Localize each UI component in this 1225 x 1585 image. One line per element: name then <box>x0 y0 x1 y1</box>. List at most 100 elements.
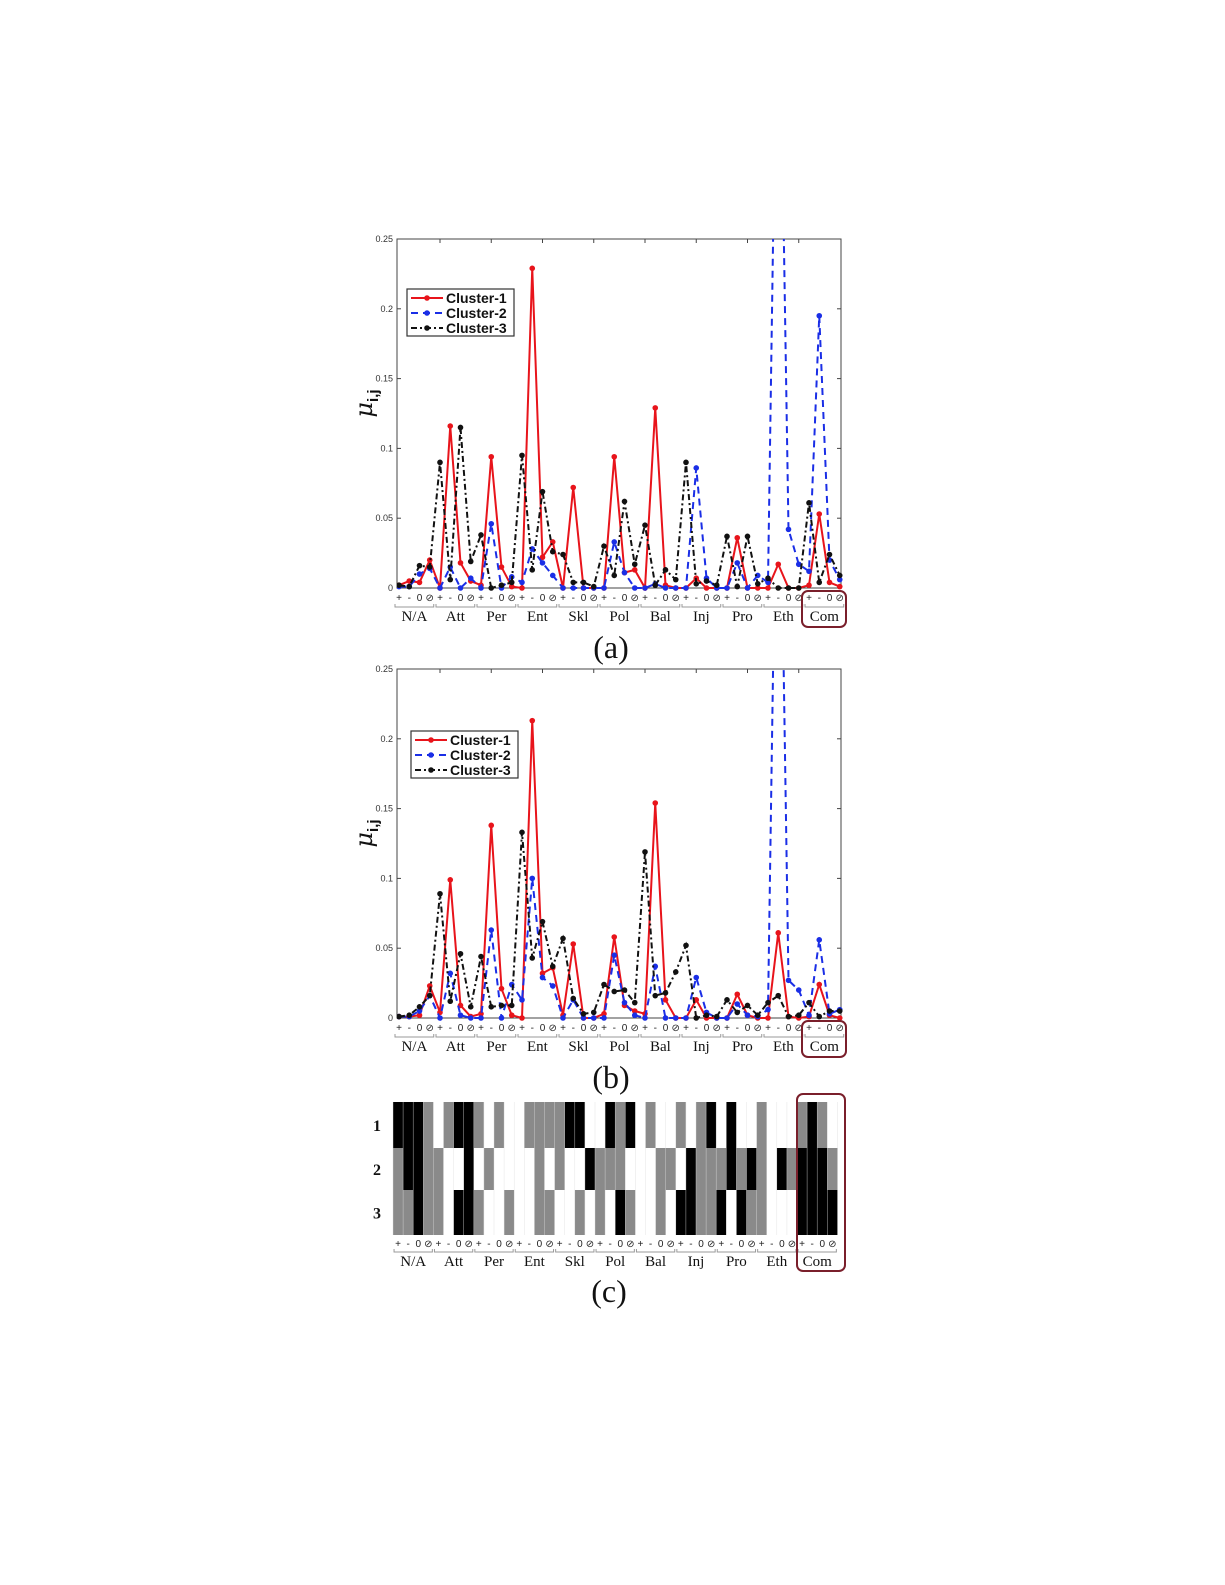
heatmap-cell <box>423 1148 434 1190</box>
group-label: Per <box>486 609 506 625</box>
data-point <box>580 579 587 586</box>
x-tick-symbol: + <box>436 1239 442 1250</box>
heatmap-cell <box>483 1148 495 1190</box>
x-tick-symbol: ⊘ <box>590 593 598 604</box>
data-point <box>467 1004 474 1010</box>
heatmap-cell <box>473 1148 485 1190</box>
heatmap-cell <box>494 1190 505 1235</box>
data-point <box>447 970 454 977</box>
heatmap-cell <box>544 1102 555 1148</box>
data-point <box>631 585 638 591</box>
data-point <box>662 585 669 591</box>
data-point <box>488 585 495 591</box>
heatmap-cell <box>817 1102 828 1148</box>
data-point <box>642 522 648 528</box>
data-point <box>529 875 536 882</box>
x-tick-symbol: - <box>568 1239 571 1250</box>
x-tick-symbol: - <box>810 1239 813 1250</box>
data-point <box>621 569 628 576</box>
data-point <box>631 1008 638 1014</box>
data-point <box>693 465 700 471</box>
x-tick-symbol: - <box>654 593 657 604</box>
heatmap-cell <box>827 1102 838 1148</box>
heatmap-cell <box>463 1148 475 1190</box>
data-point <box>570 579 577 586</box>
heatmap-cell <box>786 1102 798 1148</box>
x-tick-symbol: 0 <box>499 593 505 604</box>
heatmap-cell <box>635 1190 646 1235</box>
heatmap-cell <box>413 1148 424 1190</box>
heatmap-cell <box>534 1190 545 1235</box>
data-point <box>703 1012 710 1019</box>
data-point <box>560 935 566 942</box>
group-bracket <box>635 1249 676 1253</box>
legend-marker <box>428 737 434 743</box>
heatmap-cell <box>696 1102 707 1148</box>
heatmap-cell <box>625 1148 636 1190</box>
data-point <box>590 1015 597 1021</box>
group-label: Pol <box>609 1039 629 1055</box>
x-tick-symbol: 0 <box>458 1023 464 1034</box>
heatmap-cell <box>453 1148 464 1190</box>
data-point <box>457 1012 464 1019</box>
data-point <box>437 1015 443 1021</box>
data-point <box>662 990 669 996</box>
heatmap-cell <box>665 1148 677 1190</box>
legend-item: Cluster-3 <box>415 762 511 778</box>
heatmap-cell <box>756 1148 767 1190</box>
heatmap-cell <box>665 1102 677 1148</box>
heatmap-cell <box>443 1102 454 1148</box>
x-tick-symbol: 0 <box>658 1239 664 1250</box>
group-label: Att <box>444 1254 464 1270</box>
heatmap-cell <box>595 1148 606 1190</box>
heatmap-cell <box>807 1190 818 1235</box>
data-point <box>672 585 679 591</box>
x-tick-symbol: + <box>395 1239 401 1250</box>
x-tick-symbol: - <box>449 1023 452 1034</box>
data-point <box>426 564 433 570</box>
heatmap-cell <box>726 1190 737 1235</box>
y-tick-label: 0.15 <box>375 374 393 384</box>
data-point <box>652 800 659 806</box>
data-point <box>416 579 423 586</box>
data-point <box>539 560 546 566</box>
group-label: Eth <box>773 1039 794 1055</box>
data-point <box>806 500 812 506</box>
group-bracket <box>474 1249 514 1253</box>
heatmap-cell <box>595 1102 606 1148</box>
y-tick-label: 0.1 <box>380 443 393 453</box>
x-tick-symbol: 0 <box>617 1239 623 1250</box>
data-point <box>631 561 638 568</box>
data-point <box>447 876 454 883</box>
data-point <box>795 1012 802 1019</box>
x-tick-symbol: + <box>765 593 771 604</box>
data-point <box>642 849 648 855</box>
x-tick-symbol: ⊘ <box>590 1023 598 1034</box>
x-tick-symbol: ⊘ <box>747 1239 755 1250</box>
data-point <box>508 583 515 590</box>
data-point <box>693 581 700 587</box>
data-point <box>601 1011 607 1017</box>
data-point <box>775 992 782 999</box>
data-point <box>498 985 505 992</box>
heatmap-cell <box>655 1148 666 1190</box>
series-area <box>397 669 843 1021</box>
x-tick-symbol: - <box>406 1239 409 1250</box>
data-point <box>498 1015 505 1021</box>
heatmap-cell <box>756 1190 767 1235</box>
x-tick-symbol: + <box>718 1239 724 1250</box>
legend-item: Cluster-2 <box>411 305 507 321</box>
heatmap-cell <box>554 1148 565 1190</box>
data-point <box>836 583 843 590</box>
legend-item: Cluster-3 <box>411 320 507 336</box>
data-point <box>795 585 802 591</box>
x-tick-symbol: ⊘ <box>508 1023 516 1034</box>
group-bracket <box>514 1249 555 1253</box>
x-tick-symbol: - <box>531 1023 534 1034</box>
data-point <box>447 998 454 1005</box>
x-tick-symbol: + <box>683 1023 689 1034</box>
x-tick-symbol: ⊘ <box>426 1023 434 1034</box>
x-tick-symbol: - <box>695 1023 698 1034</box>
x-tick-symbol: - <box>818 593 821 604</box>
